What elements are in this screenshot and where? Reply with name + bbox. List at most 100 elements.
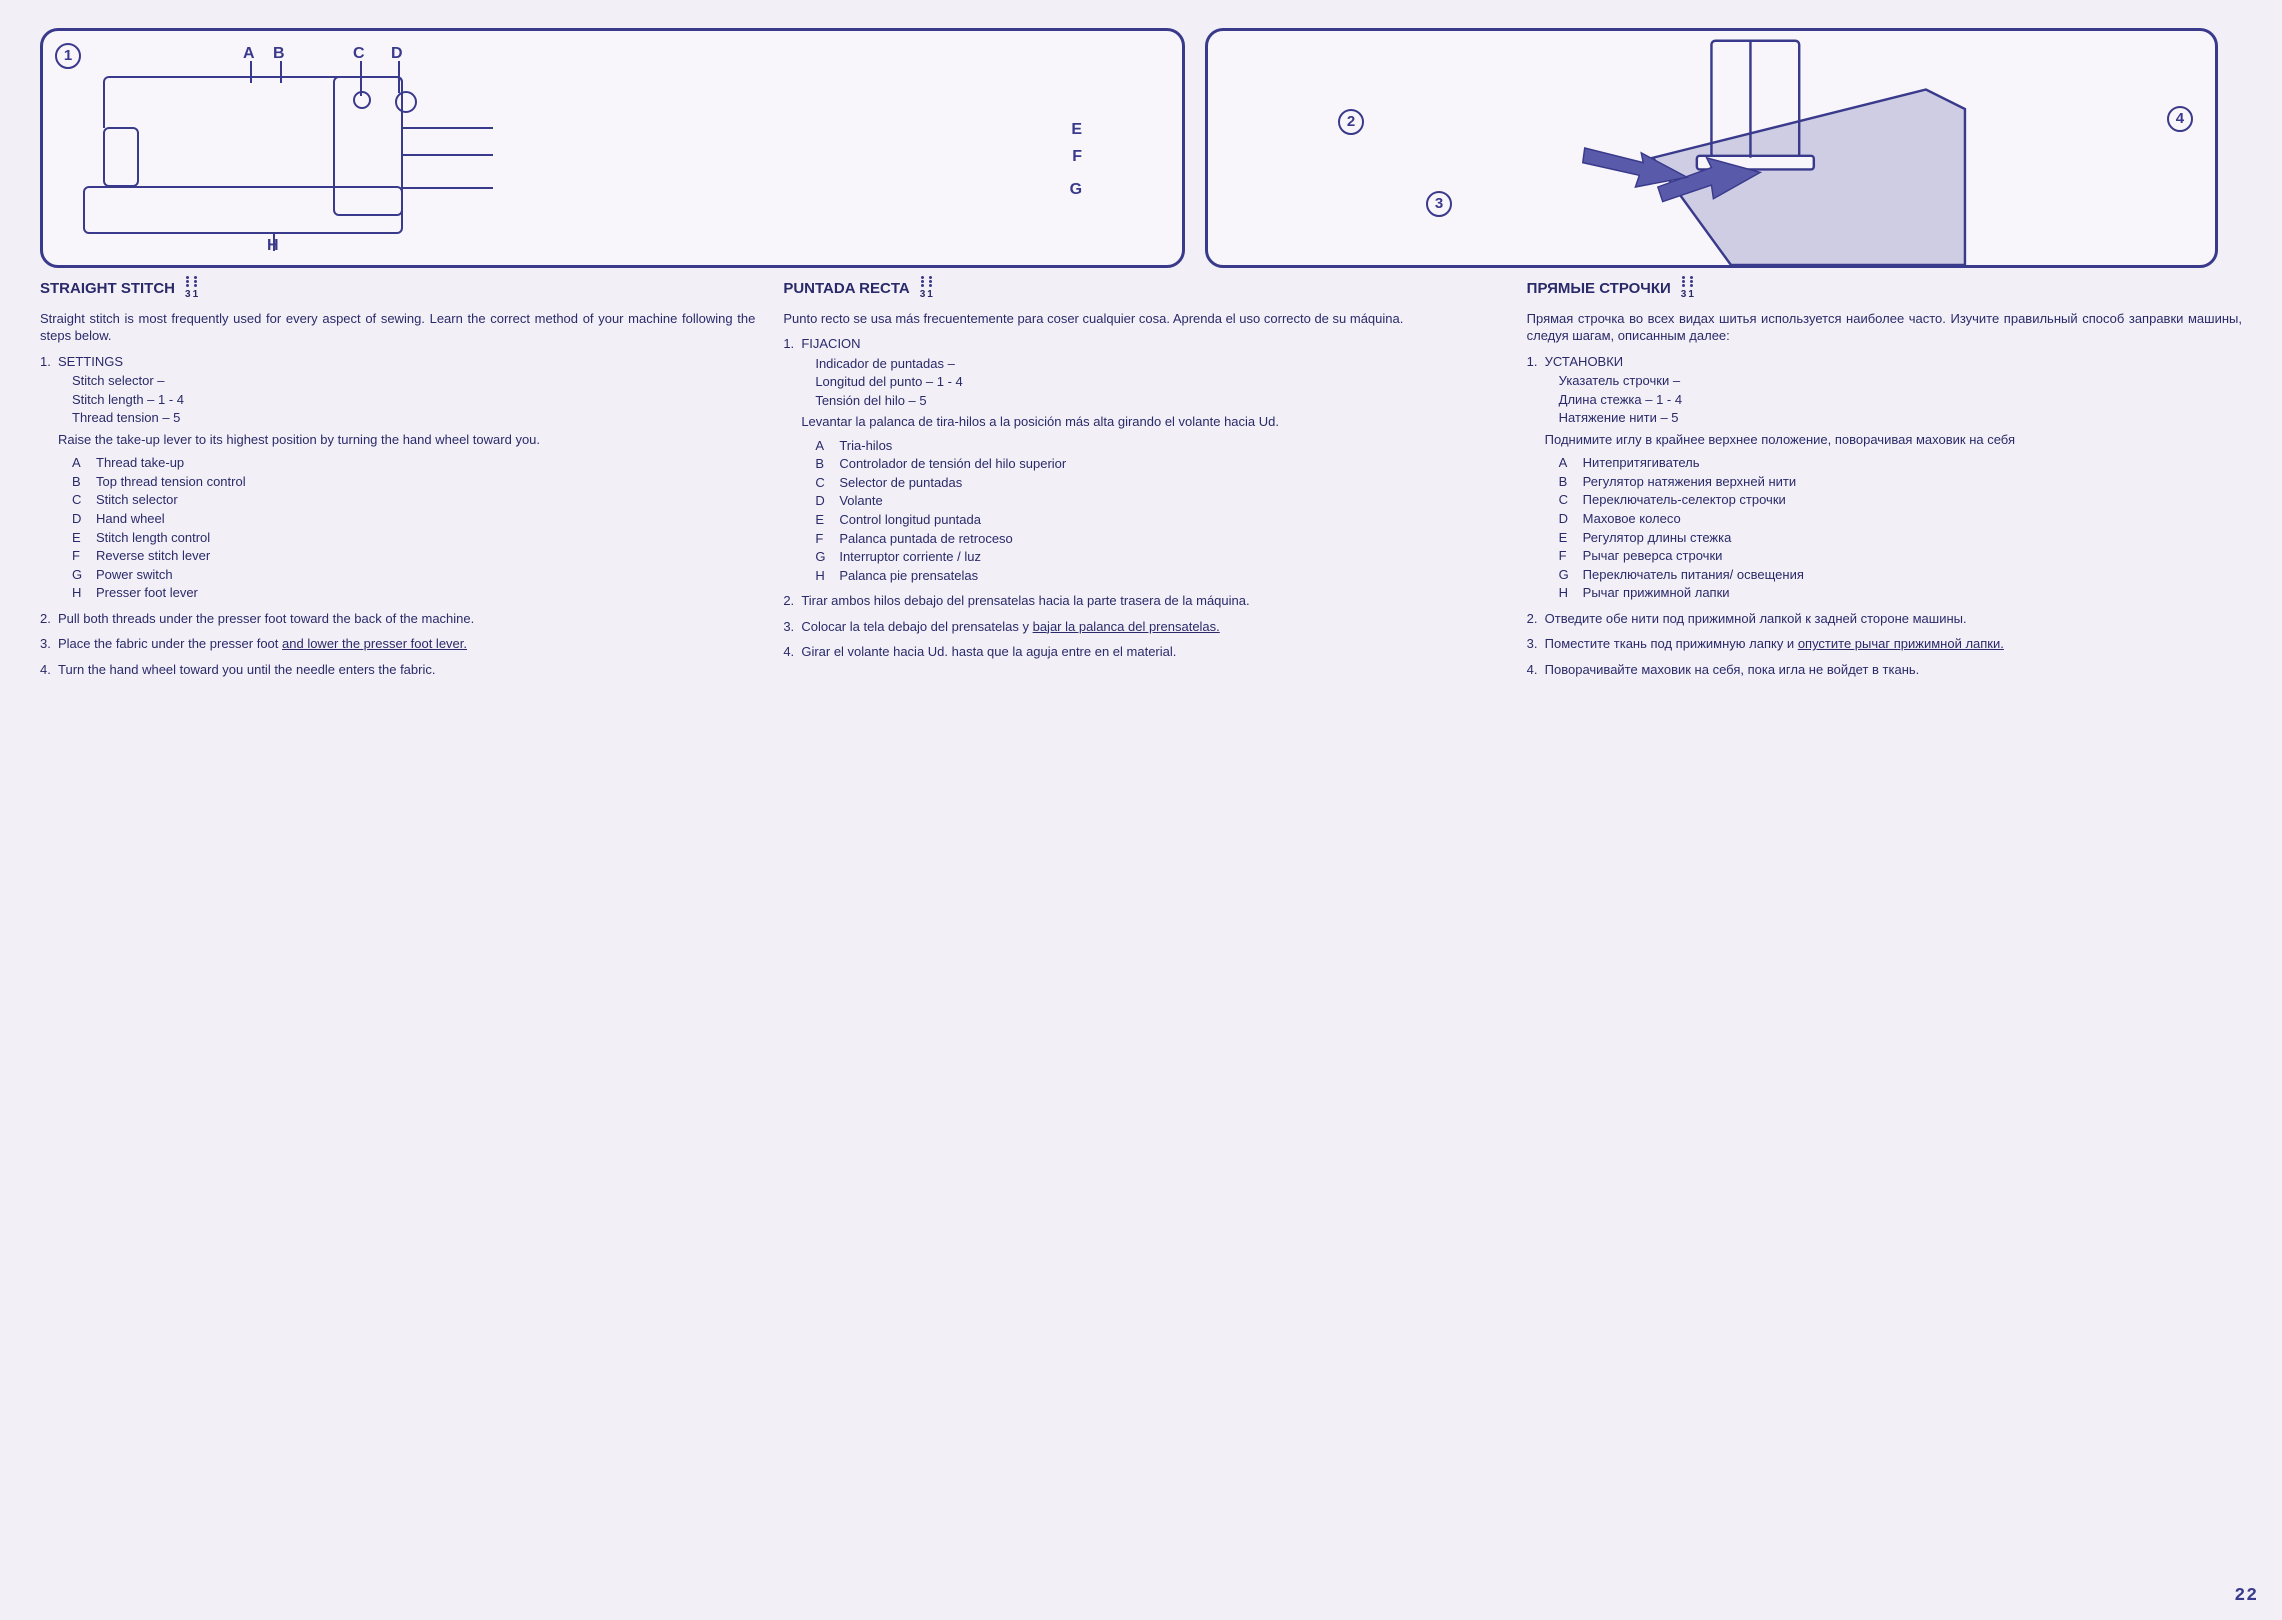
- machine-bed: [83, 186, 403, 234]
- step1-es: 1. FIJACION Indicador de puntadas – Long…: [783, 335, 1498, 584]
- pl: C: [72, 491, 86, 509]
- fig1-label-a: A: [243, 43, 255, 65]
- set-line: Указатель строчки –: [1559, 372, 2242, 390]
- step1-title-en: SETTINGS: [58, 354, 123, 369]
- ldr: [250, 61, 252, 83]
- step4-text: Поворачивайте маховик на себя, пока игла…: [1545, 662, 1920, 677]
- title-es: PUNTADA RECTA: [783, 279, 909, 299]
- figure-number-3: 3: [1426, 191, 1452, 217]
- ldr: [273, 233, 275, 251]
- step4-en: 4.Turn the hand wheel toward you until t…: [40, 661, 755, 679]
- pl: D: [815, 492, 829, 510]
- set-line: Натяжение нити – 5: [1559, 409, 2242, 427]
- pl: B: [1559, 473, 1573, 491]
- step1-ru: 1. УСТАНОВКИ Указатель строчки – Длина с…: [1527, 353, 2242, 602]
- heading-ru: ПРЯМЫЕ СТРОЧКИ 3 1: [1527, 276, 2242, 302]
- figure-1: 1 A B C D E F G H: [40, 28, 1185, 268]
- pl: C: [815, 474, 829, 492]
- ldr: [403, 154, 493, 156]
- set-line: Stitch length – 1 - 4: [72, 391, 755, 409]
- pt: Нитепритягиватель: [1583, 454, 1700, 472]
- step4-text: Girar el volante hacia Ud. hasta que la …: [801, 644, 1176, 659]
- set-line: Longitud del punto – 1 - 4: [815, 373, 1498, 391]
- text-columns: STRAIGHT STITCH 3 1 Straight stitch is m…: [40, 276, 2242, 686]
- figure-number-1: 1: [55, 43, 81, 69]
- ldr: [403, 127, 493, 129]
- step3a: Place the fabric under the presser foot: [58, 636, 282, 651]
- step4-text: Turn the hand wheel toward you until the…: [58, 662, 435, 677]
- pl: F: [1559, 547, 1573, 565]
- pl: A: [72, 454, 86, 472]
- pt: Hand wheel: [96, 510, 165, 528]
- pl: F: [72, 547, 86, 565]
- ldr: [403, 187, 493, 189]
- step4-es: 4.Girar el volante hacia Ud. hasta que l…: [783, 643, 1498, 661]
- set-line: Stitch selector –: [72, 372, 755, 390]
- step2-es: 2.Tirar ambos hilos debajo del prensatel…: [783, 592, 1498, 610]
- stitch-icon: 3 1: [185, 276, 198, 302]
- fig1-label-g: G: [1070, 179, 1082, 201]
- step3u: bajar la palanca del prensatelas.: [1033, 619, 1220, 634]
- step1-en: 1. SETTINGS Stitch selector – Stitch len…: [40, 353, 755, 602]
- step3a: Colocar la tela debajo del prensatelas y: [801, 619, 1032, 634]
- pt: Stitch selector: [96, 491, 178, 509]
- pl: C: [1559, 491, 1573, 509]
- step3a: Поместите ткань под прижимную лапку и: [1545, 636, 1798, 651]
- pt: Переключатель-селектор строчки: [1583, 491, 1786, 509]
- step3u: опустите рычаг прижимной лапки.: [1798, 636, 2004, 651]
- step3-en: 3.Place the fabric under the presser foo…: [40, 635, 755, 653]
- step3-ru: 3.Поместите ткань под прижимную лапку и …: [1527, 635, 2242, 653]
- pl: H: [1559, 584, 1573, 602]
- step2-text: Pull both threads under the presser foot…: [58, 611, 474, 626]
- pt: Palanca pie prensatelas: [839, 567, 978, 585]
- pl: F: [815, 530, 829, 548]
- pl: D: [1559, 510, 1573, 528]
- pl: A: [1559, 454, 1573, 472]
- stitch-n: 1: [1688, 288, 1694, 302]
- pt: Selector de puntadas: [839, 474, 962, 492]
- pt: Рычаг прижимной лапки: [1583, 584, 1730, 602]
- ldr: [280, 61, 282, 83]
- pt: Переключатель питания/ освещения: [1583, 566, 1804, 584]
- pl: H: [72, 584, 86, 602]
- set-line: Длина стежка – 1 - 4: [1559, 391, 2242, 409]
- fig1-label-e: E: [1071, 119, 1082, 141]
- pt: Thread take-up: [96, 454, 184, 472]
- heading-es: PUNTADA RECTA 3 1: [783, 276, 1498, 302]
- pt: Маховое колесо: [1583, 510, 1681, 528]
- parts-list-en: AThread take-up BTop thread tension cont…: [58, 454, 755, 601]
- step3-es: 3.Colocar la tela debajo del prensatelas…: [783, 618, 1498, 636]
- pt: Presser foot lever: [96, 584, 198, 602]
- intro-es: Punto recto se usa más frecuentemente pa…: [783, 310, 1498, 328]
- step2-text: Отведите обе нити под прижимной лапкой к…: [1545, 611, 1967, 626]
- stitch-n: 1: [193, 288, 199, 302]
- step2-en: 2.Pull both threads under the presser fo…: [40, 610, 755, 628]
- set-line: Indicador de puntadas –: [815, 355, 1498, 373]
- pl: G: [815, 548, 829, 566]
- ldr: [360, 61, 362, 96]
- pl: G: [1559, 566, 1573, 584]
- column-es: PUNTADA RECTA 3 1 Punto recto se usa más…: [783, 276, 1498, 686]
- fig2-svg: [1208, 31, 2215, 265]
- figure-2: 2 3 4: [1205, 28, 2218, 268]
- pt: Control longitud puntada: [839, 511, 981, 529]
- step3u: and lower the presser foot lever.: [282, 636, 467, 651]
- figure-number-2: 2: [1338, 109, 1364, 135]
- stitch-n: 3: [185, 288, 191, 302]
- pt: Volante: [839, 492, 882, 510]
- stitch-selector-icon: [353, 91, 371, 109]
- raise-ru: Поднимите иглу в крайнее верхнее положен…: [1545, 431, 2242, 449]
- settings-en: Stitch selector – Stitch length – 1 - 4 …: [58, 372, 755, 427]
- pl: B: [72, 473, 86, 491]
- raise-es: Levantar la palanca de tira-hilos a la p…: [801, 413, 1498, 431]
- title-ru: ПРЯМЫЕ СТРОЧКИ: [1527, 279, 1671, 299]
- machine-needle-area: [103, 127, 139, 187]
- stitch-icon: 3 1: [1681, 276, 1694, 302]
- step2-ru: 2.Отведите обе нити под прижимной лапкой…: [1527, 610, 2242, 628]
- pt: Controlador de tensión del hilo superior: [839, 455, 1066, 473]
- fig1-label-c: C: [353, 43, 365, 65]
- figures-row: 1 A B C D E F G H: [40, 28, 2242, 268]
- figure-number-4: 4: [2167, 106, 2193, 132]
- pt: Power switch: [96, 566, 173, 584]
- pl: E: [72, 529, 86, 547]
